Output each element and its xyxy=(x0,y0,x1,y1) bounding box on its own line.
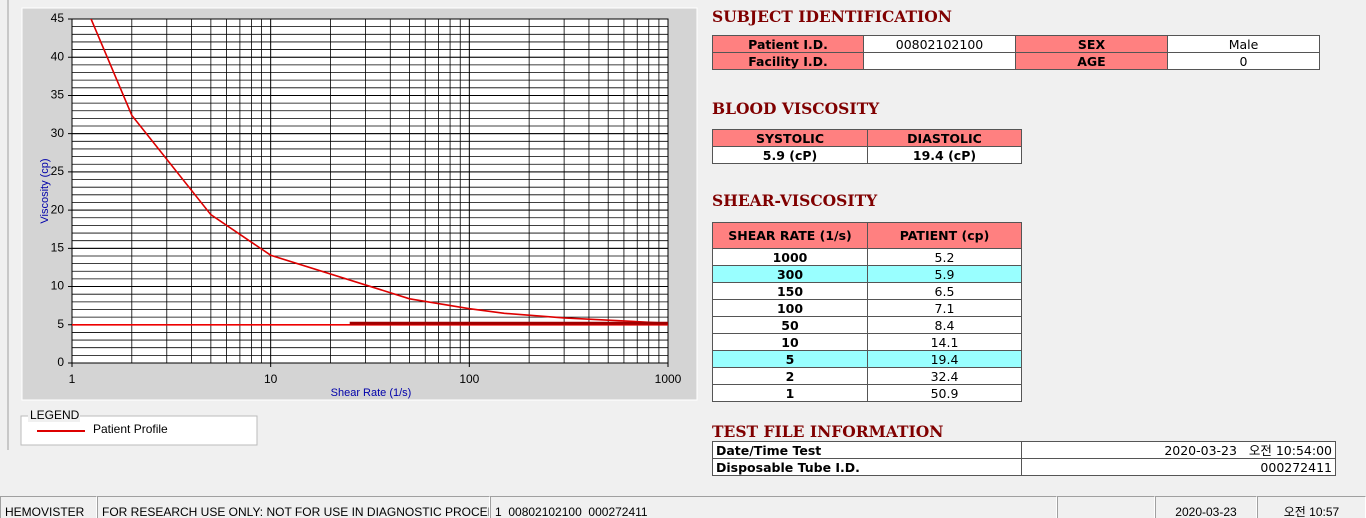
value: 5.9 (cP) xyxy=(712,146,868,164)
status-cell: 오전 10:57 xyxy=(1257,496,1366,518)
section-title: SHEAR-VISCOSITY xyxy=(712,191,878,210)
shear-rate: 1000 xyxy=(712,248,868,266)
table-row: 300 5.9 xyxy=(712,265,1022,283)
viscosity: 6.5 xyxy=(867,282,1022,300)
y-tick-label: 20 xyxy=(51,202,65,216)
table-row: 1 50.9 xyxy=(712,384,1022,402)
label: Disposable Tube I.D. xyxy=(712,458,1022,476)
shear-table: SHEAR RATE (1/s) PATIENT (cp) 1000 5.2 300 5… xyxy=(712,222,1022,402)
series-group xyxy=(72,19,668,326)
status-cell: 2020-03-23 xyxy=(1155,496,1257,518)
viscosity: 32.4 xyxy=(867,367,1022,385)
shear-rate: 1 xyxy=(712,384,868,402)
legend-title-bg xyxy=(28,409,80,422)
value: 000272411 xyxy=(1021,458,1336,476)
table-row: 50 8.4 xyxy=(712,316,1022,334)
label: Patient I.D. xyxy=(712,35,864,53)
status-bar: HEMOVISTER FOR RESEARCH USE ONLY: NOT FOR… xyxy=(0,496,1366,518)
section-title: SUBJECT IDENTIFICATION xyxy=(712,7,952,26)
label: Date/Time Test xyxy=(712,441,1022,459)
shear-rate: 100 xyxy=(712,299,868,317)
shear-rate: 150 xyxy=(712,282,868,300)
value: 00802102100 xyxy=(863,35,1016,53)
viscosity: 19.4 xyxy=(867,350,1022,368)
value: 19.4 (cP) xyxy=(867,146,1022,164)
y-tick-label: 40 xyxy=(51,49,65,63)
legend-title: LEGEND xyxy=(30,408,80,422)
header: SHEAR RATE (1/s) xyxy=(712,222,868,249)
viscosity: 5.2 xyxy=(867,248,1022,266)
x-tick-label: 10 xyxy=(264,372,278,386)
y-tick-label: 25 xyxy=(51,164,65,178)
header: SYSTOLIC xyxy=(712,129,868,147)
y-tick-label: 35 xyxy=(51,88,65,102)
series-line xyxy=(90,19,668,325)
status-cell: 1 00802102100 000272411 xyxy=(490,496,1057,518)
table-row: 10 14.1 xyxy=(712,333,1022,351)
label: SEX xyxy=(1015,35,1168,53)
subject-table: Patient I.D. 00802102100 SEX Male Facility … xyxy=(712,35,1320,70)
blood-table: SYSTOLIC DIASTOLIC 5.9 (cP) 19.4 (cP) xyxy=(712,129,1022,164)
legend-label: Patient Profile xyxy=(93,422,168,436)
table-row: Disposable Tube I.D. 000272411 xyxy=(712,458,1336,476)
value: Male xyxy=(1167,35,1320,53)
test-file-table: Date/Time Test 2020-03-23 오전 10:54:00 Disp… xyxy=(712,441,1336,476)
shear-rate: 5 xyxy=(712,350,868,368)
viscosity: 8.4 xyxy=(867,316,1022,334)
x-tick-label: 100 xyxy=(459,372,479,386)
section-title: TEST FILE INFORMATION xyxy=(712,422,944,441)
plot-area xyxy=(71,18,669,364)
shear-rate: 300 xyxy=(712,265,868,283)
viscosity: 5.9 xyxy=(867,265,1022,283)
shear-rate: 2 xyxy=(712,367,868,385)
label: AGE xyxy=(1015,52,1168,70)
table-row: Date/Time Test 2020-03-23 오전 10:54:00 xyxy=(712,441,1336,459)
status-cell xyxy=(1057,496,1155,518)
chart: Viscosity (cp) Shear Rate (1/s) LEGEND 0… xyxy=(7,0,698,450)
x-tick-label: 1 xyxy=(69,372,76,386)
y-tick-label: 0 xyxy=(57,355,64,369)
x-tick-label: 1000 xyxy=(655,372,682,386)
table-row: 2 32.4 xyxy=(712,367,1022,385)
y-tick-label: 30 xyxy=(51,126,65,140)
table-row: 150 6.5 xyxy=(712,282,1022,300)
viscosity: 7.1 xyxy=(867,299,1022,317)
y-tick-label: 10 xyxy=(51,279,65,293)
y-tick-label: 5 xyxy=(57,317,64,331)
y-tick-label: 15 xyxy=(51,241,65,255)
table-row: 5 19.4 xyxy=(712,350,1022,368)
x-axis-label: Shear Rate (1/s) xyxy=(331,387,412,399)
header: PATIENT (cp) xyxy=(867,222,1022,249)
viscosity: 50.9 xyxy=(867,384,1022,402)
label: Facility I.D. xyxy=(712,52,864,70)
status-cell: FOR RESEARCH USE ONLY: NOT FOR USE IN DI… xyxy=(97,496,490,518)
section-title: BLOOD VISCOSITY xyxy=(712,99,880,118)
viscosity: 14.1 xyxy=(867,333,1022,351)
shear-rate: 50 xyxy=(712,316,868,334)
value xyxy=(863,52,1016,70)
y-tick-label: 45 xyxy=(51,11,65,25)
table-row: 100 7.1 xyxy=(712,299,1022,317)
header: DIASTOLIC xyxy=(867,129,1022,147)
status-cell: HEMOVISTER xyxy=(0,496,97,518)
value: 2020-03-23 오전 10:54:00 xyxy=(1021,441,1336,459)
shear-rate: 10 xyxy=(712,333,868,351)
table-row: 1000 5.2 xyxy=(712,248,1022,266)
y-axis-label: Viscosity (cp) xyxy=(39,158,51,223)
value: 0 xyxy=(1167,52,1320,70)
